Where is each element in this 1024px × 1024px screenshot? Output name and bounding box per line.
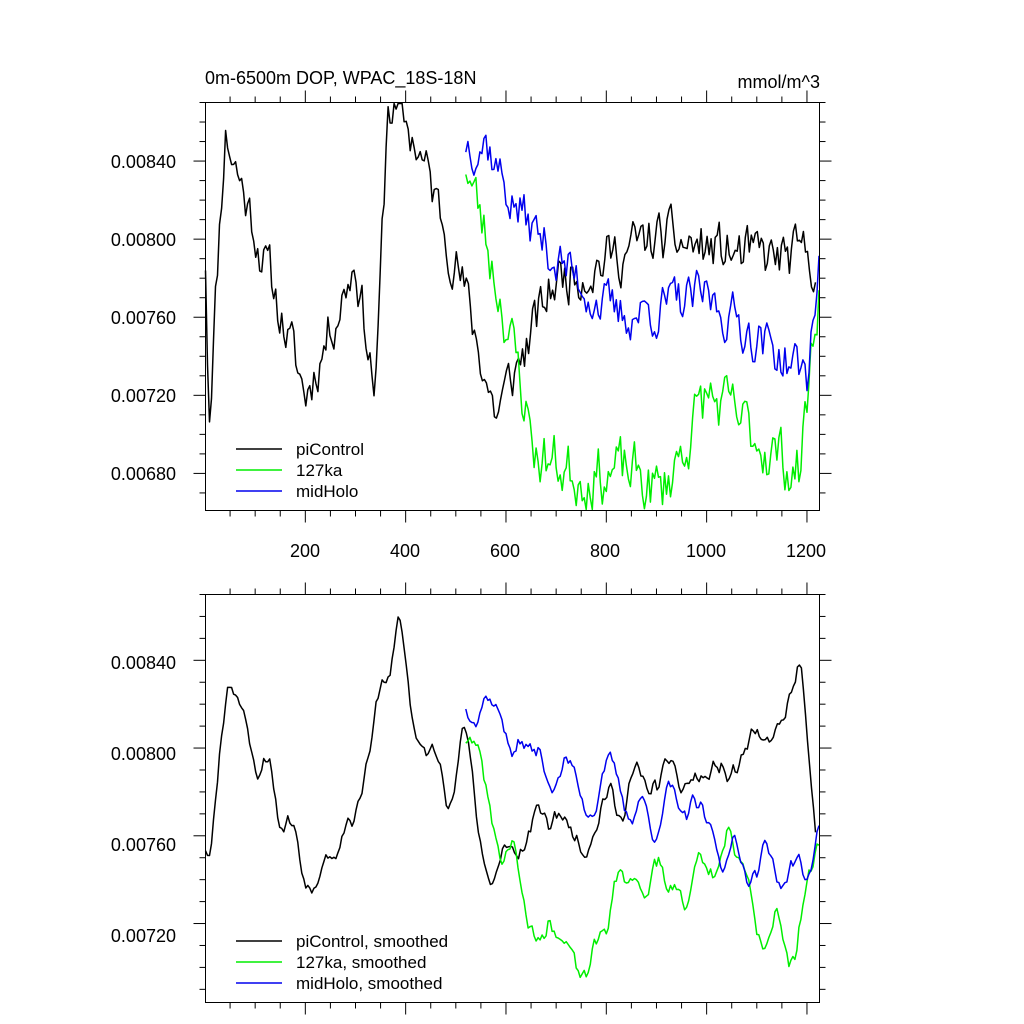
- top-title-right: mmol/m^3: [738, 72, 820, 92]
- top-x-tick-label: 1000: [686, 541, 726, 561]
- legend-label-midholo: midHolo: [296, 482, 358, 501]
- bottom-series-line-picontrol-smoothed: [204, 616, 817, 894]
- legend-label-127ka: 127ka: [296, 461, 343, 480]
- bottom-y-tick-labels: 0.00720 0.00760 0.00800 0.00840: [111, 653, 176, 946]
- top-y-tick-label: 0.00800: [111, 230, 176, 250]
- bottom-series-line-midholo-smoothed: [465, 695, 820, 890]
- top-series-line-127ka: [465, 174, 820, 511]
- legend-label-picontrol-smoothed: piControl, smoothed: [296, 932, 448, 951]
- top-y-tick-labels: 0.00680 0.00720 0.00760 0.00800 0.00840: [111, 152, 176, 484]
- legend-label-127ka-smoothed: 127ka, smoothed: [296, 953, 426, 972]
- top-panel: 0m-6500m DOP, WPAC_18S-18N mmol/m^3 0.00…: [111, 68, 832, 561]
- top-y-tick-label: 0.00680: [111, 464, 176, 484]
- top-y-tick-label: 0.00840: [111, 152, 176, 172]
- bottom-panel: 0.00720 0.00760 0.00800 0.00840 piContro…: [111, 582, 832, 1015]
- top-y-tick-label: 0.00720: [111, 386, 176, 406]
- top-x-tick-label: 200: [290, 541, 320, 561]
- top-x-tick-label: 400: [390, 541, 420, 561]
- legend-label-midholo-smoothed: midHolo, smoothed: [296, 974, 442, 993]
- bottom-plot-series: [204, 616, 820, 979]
- top-y-tick-label: 0.00760: [111, 308, 176, 328]
- top-series-line-midholo: [465, 134, 820, 392]
- bottom-series-line-127ka-smoothed: [465, 736, 820, 979]
- top-title-left: 0m-6500m DOP, WPAC_18S-18N: [205, 68, 476, 89]
- top-legend: piControl 127ka midHolo: [236, 440, 364, 501]
- legend-label-picontrol: piControl: [296, 440, 364, 459]
- bottom-y-tick-label: 0.00720: [111, 926, 176, 946]
- bottom-y-tick-label: 0.00800: [111, 744, 176, 764]
- top-plot-series: [204, 102, 820, 511]
- top-plot-frame: [205, 102, 820, 511]
- bottom-plot-frame: [205, 594, 820, 1003]
- bottom-y-tick-label: 0.00760: [111, 835, 176, 855]
- top-x-tick-label: 800: [590, 541, 620, 561]
- top-series-line-picontrol: [204, 102, 817, 423]
- bottom-axis-ticks: [193, 582, 832, 1015]
- top-axis-ticks: [193, 90, 832, 523]
- top-x-tick-label: 600: [490, 541, 520, 561]
- top-x-tick-labels: 200 400 600 800 1000 1200: [290, 541, 826, 561]
- bottom-legend: piControl, smoothed 127ka, smoothed midH…: [236, 932, 448, 993]
- top-x-tick-label: 1200: [786, 541, 826, 561]
- bottom-y-tick-label: 0.00840: [111, 653, 176, 673]
